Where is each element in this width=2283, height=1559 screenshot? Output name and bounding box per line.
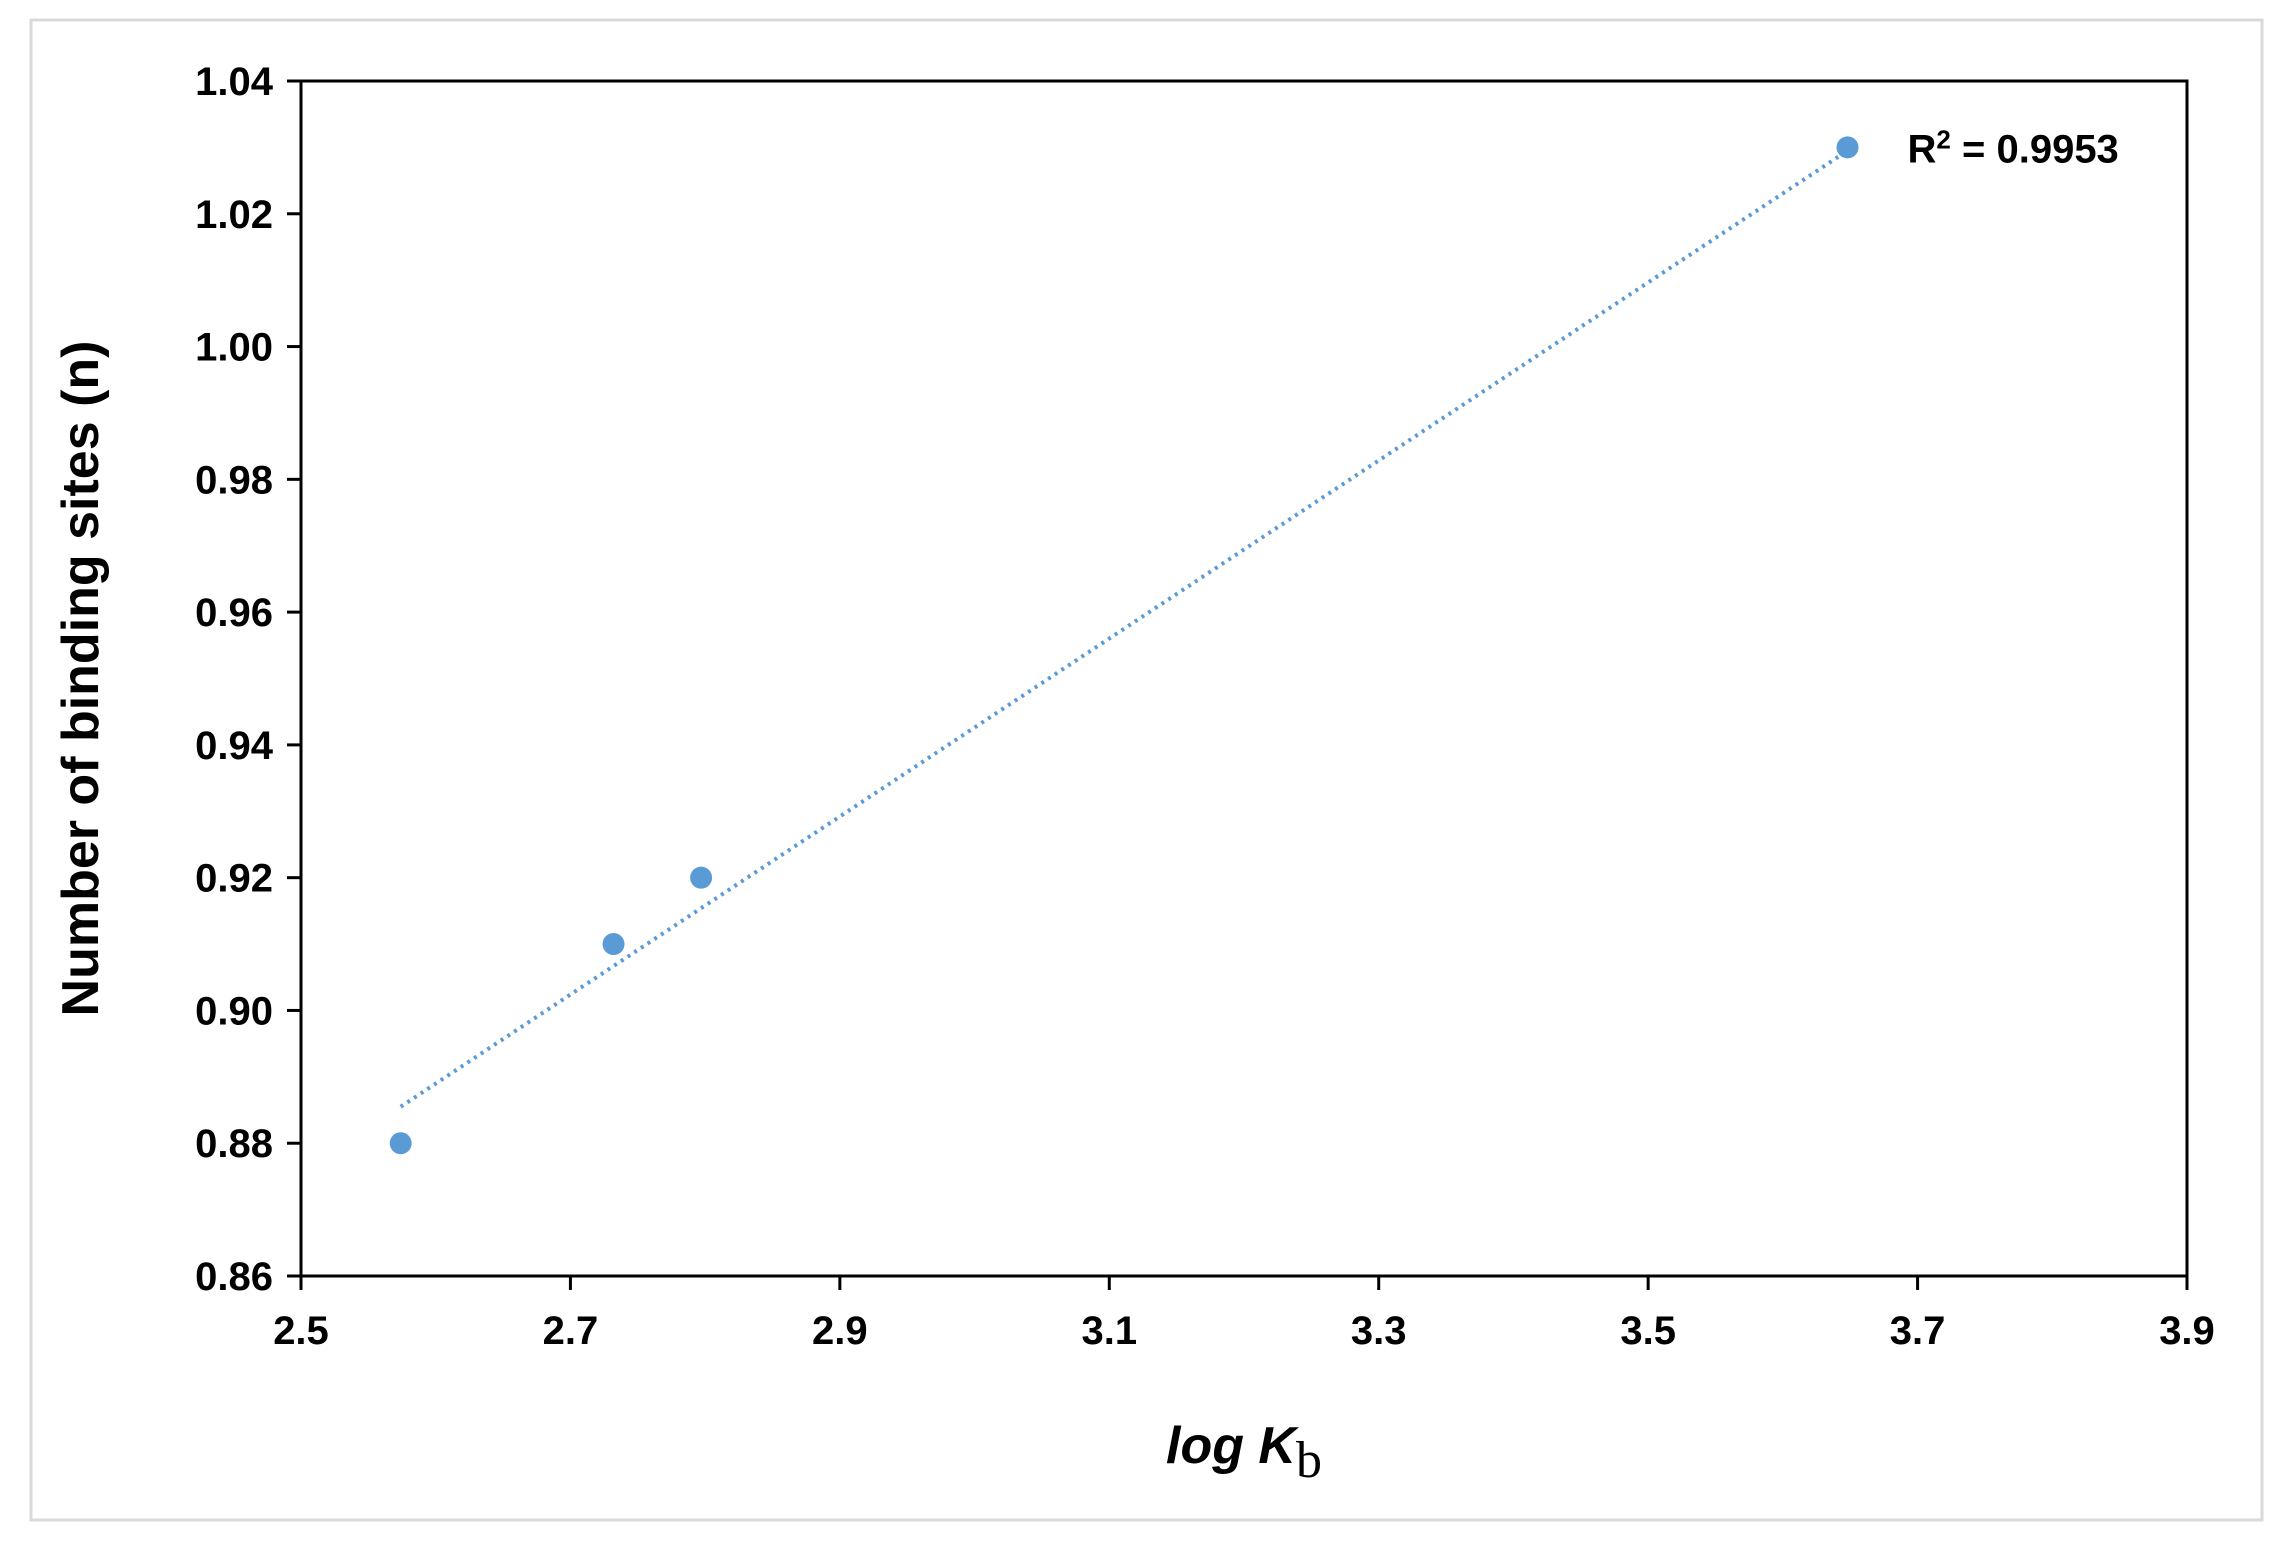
- data-points: [389, 136, 1859, 1155]
- data-point: [602, 933, 625, 956]
- x-axis-title-main: log K: [1166, 1417, 1299, 1475]
- r-squared-annotation: R2 = 0.9953: [1908, 124, 2119, 171]
- plot-area-border: [299, 79, 2189, 1278]
- y-tick-label: 1.02: [195, 193, 273, 237]
- y-tick-label: 0.90: [195, 989, 273, 1033]
- x-tick-label: 2.7: [543, 1309, 599, 1353]
- chart-outer-border: [29, 18, 2264, 1522]
- y-tick-label: 1.00: [195, 326, 273, 370]
- x-tick-label: 3.5: [1620, 1309, 1676, 1353]
- data-point: [389, 1132, 412, 1155]
- trendline: [399, 149, 1849, 1109]
- r-squared-superscript: 2: [1936, 124, 1950, 154]
- y-tick-label: 0.98: [195, 458, 273, 502]
- x-axis-title: log Kb: [1166, 1417, 1322, 1489]
- r-squared-value: = 0.9953: [1951, 127, 2119, 171]
- x-tick-label: 2.5: [273, 1309, 329, 1353]
- x-tick-label: 3.1: [1081, 1309, 1137, 1353]
- y-axis-ticks: 0.86 0.88 0.90 0.92 0.94 0.96 0.98 1.00 1.02 1.04: [195, 60, 301, 1299]
- data-point: [690, 866, 713, 889]
- x-tick-label: 3.3: [1351, 1309, 1407, 1353]
- y-tick-label: 0.92: [195, 857, 273, 901]
- y-tick-label: 0.88: [195, 1122, 273, 1166]
- y-tick-label: 0.86: [195, 1255, 273, 1299]
- x-axis-title-subscript: b: [1296, 1432, 1322, 1489]
- x-tick-label: 3.7: [1890, 1309, 1946, 1353]
- y-tick-label: 1.04: [195, 60, 274, 104]
- y-axis-title: Number of binding sites (n): [52, 341, 110, 1017]
- y-tick-label: 0.94: [195, 724, 274, 768]
- y-tick-label: 0.96: [195, 591, 273, 635]
- x-axis-ticks: 2.5 2.7 2.9 3.1 3.3 3.5 3.7 3.9: [273, 1276, 2215, 1353]
- x-tick-label: 3.9: [2159, 1309, 2215, 1353]
- r-squared-base: R: [1908, 127, 1937, 171]
- x-tick-label: 2.9: [812, 1309, 868, 1353]
- data-point: [1836, 136, 1859, 159]
